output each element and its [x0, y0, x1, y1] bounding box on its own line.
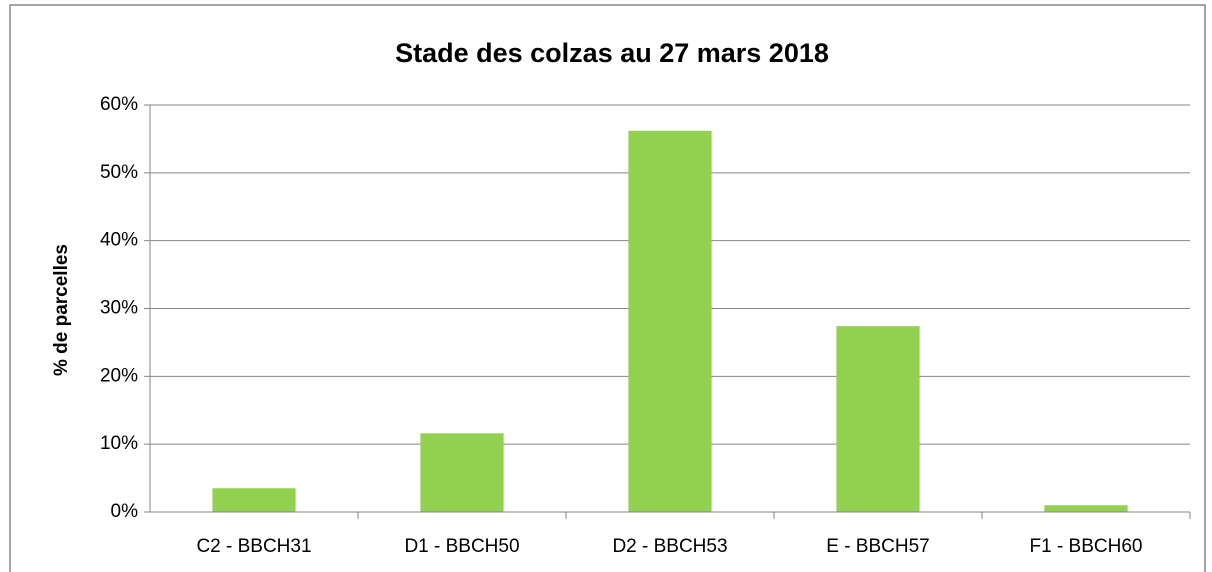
x-tick-label: E - BBCH57	[826, 536, 929, 557]
x-tick-label: F1 - BBCH60	[1030, 536, 1143, 557]
bar	[1044, 505, 1128, 512]
bar	[628, 130, 712, 512]
y-axis-label: % de parcelles	[51, 244, 72, 376]
chart-border	[9, 4, 1206, 572]
bar	[420, 433, 504, 512]
y-tick-label: 10%	[100, 433, 138, 454]
x-tick-label: D1 - BBCH50	[404, 536, 519, 557]
y-tick-label: 30%	[100, 298, 138, 319]
chart-title: Stade des colzas au 27 mars 2018	[395, 38, 829, 68]
x-tick-label: C2 - BBCH31	[196, 536, 311, 557]
x-tick-label: D2 - BBCH53	[612, 536, 727, 557]
y-tick-label: 50%	[100, 162, 138, 183]
y-tick-label: 60%	[100, 94, 138, 115]
y-tick-label: 40%	[100, 230, 138, 251]
y-tick-label: 20%	[100, 365, 138, 386]
y-tick-label: 0%	[111, 501, 139, 522]
bar	[836, 326, 920, 512]
bar	[212, 488, 296, 512]
